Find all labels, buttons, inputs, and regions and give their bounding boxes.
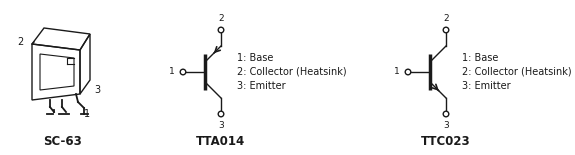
- Text: 2: 2: [17, 37, 23, 47]
- Circle shape: [218, 111, 224, 117]
- Circle shape: [405, 69, 411, 75]
- Text: 3: Emitter: 3: Emitter: [462, 81, 511, 91]
- Text: SC-63: SC-63: [43, 135, 82, 148]
- Text: 2: 2: [443, 14, 449, 23]
- Circle shape: [443, 111, 449, 117]
- Text: 2: Collector (Heatsink): 2: Collector (Heatsink): [462, 67, 572, 77]
- Text: 3: 3: [443, 121, 449, 130]
- Text: TTA014: TTA014: [197, 135, 246, 148]
- Text: 1: 1: [84, 109, 90, 119]
- Text: 1: Base: 1: Base: [462, 53, 499, 63]
- Text: 3: Emitter: 3: Emitter: [237, 81, 286, 91]
- Circle shape: [180, 69, 186, 75]
- Text: 1: 1: [394, 67, 400, 77]
- Text: 3: 3: [94, 85, 100, 95]
- Text: 2: 2: [218, 14, 224, 23]
- Circle shape: [218, 27, 224, 33]
- Text: 3: 3: [218, 121, 224, 130]
- Circle shape: [443, 27, 449, 33]
- Text: TTC023: TTC023: [421, 135, 471, 148]
- Text: 2: Collector (Heatsink): 2: Collector (Heatsink): [237, 67, 347, 77]
- Text: 1: 1: [169, 67, 175, 77]
- Text: 1: Base: 1: Base: [237, 53, 273, 63]
